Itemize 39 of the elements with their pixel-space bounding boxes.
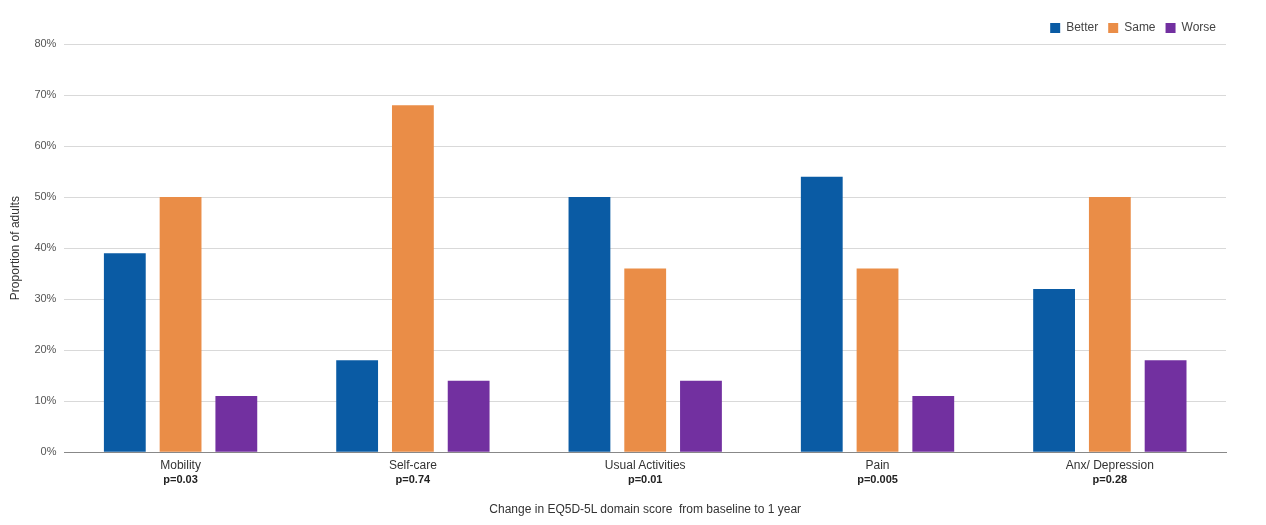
y-tick-label: 50% <box>34 190 57 203</box>
y-tick-label: 60% <box>34 139 57 152</box>
x-tick-label: Usual Activities <box>604 457 686 472</box>
y-tick-label: 10% <box>34 394 57 407</box>
text: p=0.005 <box>857 472 898 485</box>
bar <box>856 268 899 452</box>
y-tick-label: 40% <box>34 241 57 254</box>
bar <box>1088 197 1131 452</box>
text: p=0.74 <box>395 472 432 485</box>
bar <box>336 360 379 452</box>
legend-label: Worse <box>1181 20 1217 35</box>
bar <box>568 197 611 452</box>
x-tick-label: Mobility <box>160 457 201 472</box>
bar <box>680 380 722 452</box>
bar <box>447 380 490 452</box>
x-tick-label: Anx/ Depression <box>1065 457 1154 472</box>
x-axis-title: Change in EQ5D-5L domain score from baseline to 1 year <box>489 502 802 517</box>
legend-label: Better <box>1066 20 1099 35</box>
bar <box>159 197 202 452</box>
text: p=0.28 <box>1092 472 1128 485</box>
bar <box>912 396 955 452</box>
bar <box>1144 360 1187 452</box>
bar <box>624 268 667 452</box>
text: p=0.01 <box>627 472 663 485</box>
y-axis-title: Proportion of adults <box>7 196 22 301</box>
y-tick-label: 70% <box>34 88 57 101</box>
legend-label: Same <box>1124 20 1156 35</box>
bar <box>1033 288 1075 452</box>
y-tick-label: 20% <box>34 343 57 356</box>
x-tick-label: Pain <box>865 457 890 472</box>
bar <box>391 105 434 452</box>
bar <box>800 176 843 452</box>
bar <box>215 396 258 452</box>
y-tick-label: 0% <box>40 445 57 458</box>
text: p=0.03 <box>163 472 198 485</box>
x-tick-label: Self-care <box>388 457 438 472</box>
bar <box>103 253 146 452</box>
y-tick-label: 30% <box>34 292 57 305</box>
y-tick-label: 80% <box>34 37 57 50</box>
